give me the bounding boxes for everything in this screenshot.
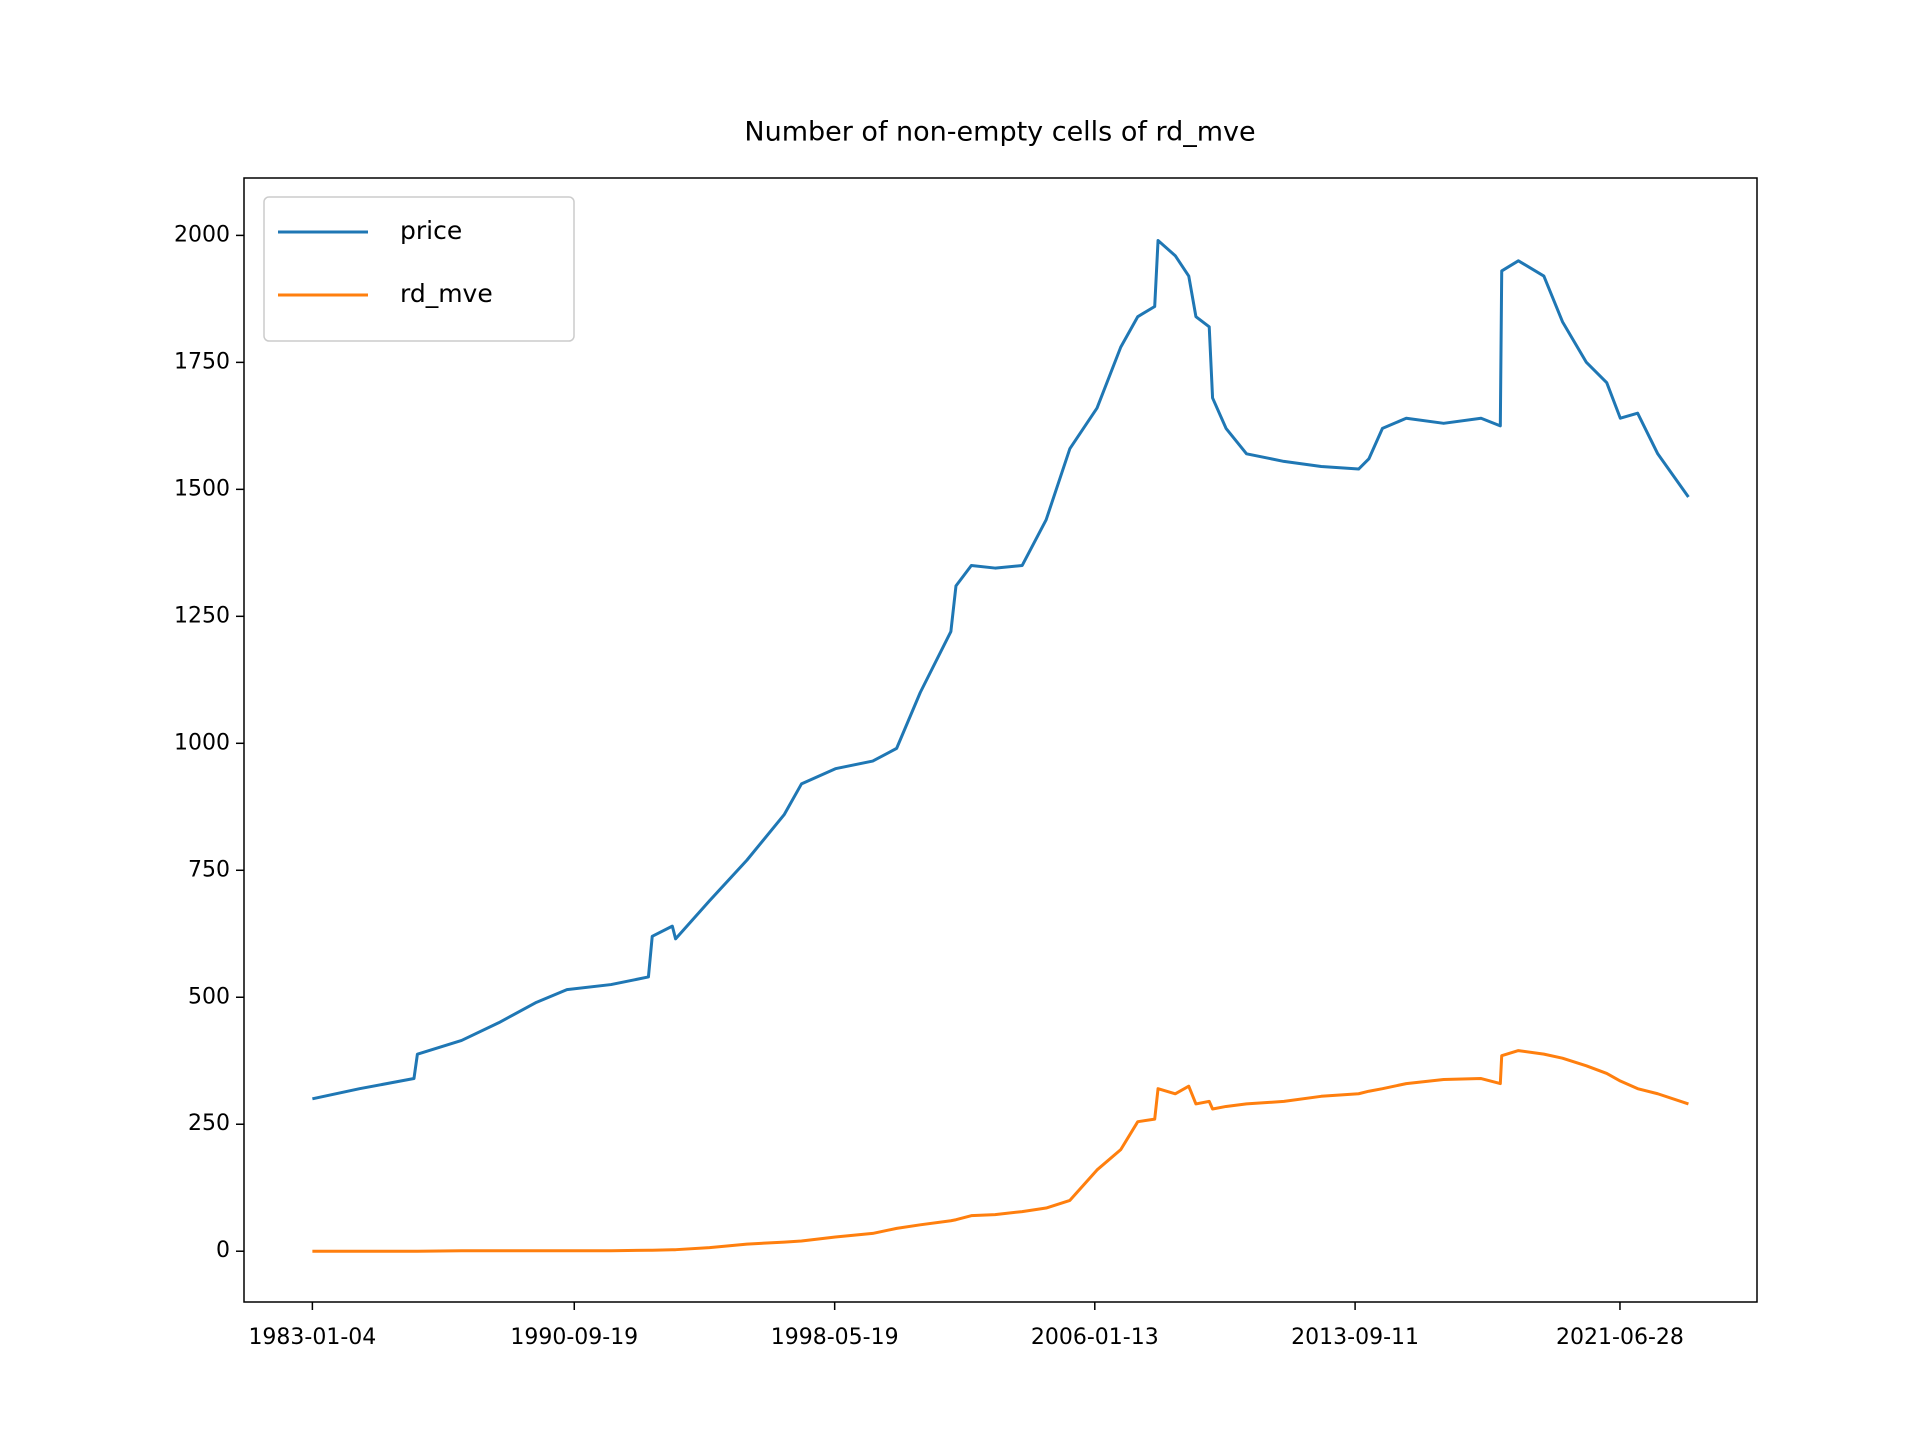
y-tick-label: 1750 <box>174 349 230 374</box>
legend-label: price <box>400 216 462 245</box>
x-tick-label: 1998-05-19 <box>771 1325 899 1350</box>
x-tick-label: 1983-01-04 <box>248 1325 376 1350</box>
y-tick-label: 0 <box>216 1238 230 1263</box>
x-tick-label: 2021-06-28 <box>1556 1325 1684 1350</box>
series-line <box>312 238 1690 1101</box>
y-tick-label: 500 <box>188 984 230 1009</box>
y-tick-label: 2000 <box>174 222 230 247</box>
x-tick-label: 2013-09-11 <box>1291 1325 1419 1350</box>
x-tick-label: 2006-01-13 <box>1031 1325 1159 1350</box>
chart-title: Number of non-empty cells of rd_mve <box>744 117 1255 148</box>
y-tick-label: 1250 <box>174 603 230 628</box>
plot-frame <box>243 177 1758 1303</box>
x-tick-label: 1990-09-19 <box>510 1325 638 1350</box>
y-tick-label: 1000 <box>174 730 230 755</box>
y-tick-label: 250 <box>188 1111 230 1136</box>
y-tick-label: 750 <box>188 857 230 882</box>
series-line <box>312 1049 1689 1253</box>
legend-label: rd_mve <box>400 279 493 308</box>
y-tick-label: 1500 <box>174 476 230 501</box>
